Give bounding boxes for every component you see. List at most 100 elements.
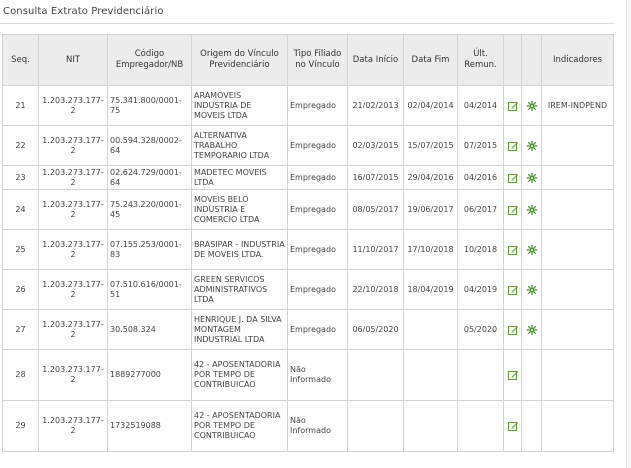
- cell-inicio: [348, 350, 404, 401]
- cell-indicadores: [542, 310, 614, 350]
- cell-tipo: Empregado: [288, 270, 348, 310]
- cell-inicio: 11/10/2017: [348, 230, 404, 270]
- cell-detail: [522, 166, 542, 190]
- cell-nit: 1.203.273.177-2: [39, 190, 108, 230]
- cell-seq: 29: [3, 401, 39, 452]
- cell-indicadores: [542, 401, 614, 452]
- cell-nit: 1.203.273.177-2: [39, 401, 108, 452]
- cell-indicadores: [542, 190, 614, 230]
- detail-icon[interactable]: [526, 100, 538, 112]
- detail-icon[interactable]: [526, 172, 538, 184]
- cell-nit: 1.203.273.177-2: [39, 270, 108, 310]
- detail-icon[interactable]: [526, 324, 538, 336]
- detail-icon[interactable]: [526, 284, 538, 296]
- cell-fim: 29/04/2016: [404, 166, 458, 190]
- cell-seq: 26: [3, 270, 39, 310]
- cell-indicadores: [542, 126, 614, 166]
- cell-fim: 15/07/2015: [404, 126, 458, 166]
- cell-origem: 42 - APOSENTADORIA POR TEMPO DE CONTRIBU…: [192, 401, 288, 452]
- header-origem: Origem do Vínculo Previdenciário: [192, 35, 288, 86]
- cell-tipo: Empregado: [288, 166, 348, 190]
- cell-origem: 42 - APOSENTADORIA POR TEMPO DE CONTRIBU…: [192, 350, 288, 401]
- edit-icon[interactable]: [507, 140, 519, 152]
- cell-fim: 02/04/2014: [404, 86, 458, 126]
- edit-icon[interactable]: [507, 100, 519, 112]
- scrollbar[interactable]: [626, 0, 631, 468]
- edit-icon[interactable]: [507, 244, 519, 256]
- header-remun: Últ. Remun.: [458, 35, 504, 86]
- detail-icon[interactable]: [526, 204, 538, 216]
- edit-icon[interactable]: [507, 420, 519, 432]
- cell-origem: BRASIPAR - INDUSTRIA DE MOVEIS LTDA.: [192, 230, 288, 270]
- cell-codigo: 00.594.328/0002-64: [108, 126, 192, 166]
- header-tipo: Tipo Filiado no Vínculo: [288, 35, 348, 86]
- cell-inicio: 21/02/2013: [348, 86, 404, 126]
- cell-edit: [504, 350, 522, 401]
- table-row: 23 1.203.273.177-2 02.624.729/0001-64 MADET…: [3, 166, 614, 190]
- table-row: 26 1.203.273.177-2 07.510.616/0001-51 GREEN…: [3, 270, 614, 310]
- cell-detail: [522, 86, 542, 126]
- cell-inicio: 16/07/2015: [348, 166, 404, 190]
- edit-icon[interactable]: [507, 172, 519, 184]
- cell-tipo: Empregado: [288, 86, 348, 126]
- header-indicadores: Indicadores: [542, 35, 614, 86]
- header-detail-col: [522, 35, 542, 86]
- detail-icon[interactable]: [526, 140, 538, 152]
- cell-seq: 23: [3, 166, 39, 190]
- cell-inicio: 02/03/2015: [348, 126, 404, 166]
- cell-fim: [404, 350, 458, 401]
- cell-edit: [504, 86, 522, 126]
- header-nit: NIT: [39, 35, 108, 86]
- title-divider: [0, 23, 614, 24]
- cell-origem: GREEN SERVICOS ADMINISTRATIVOS LTDA: [192, 270, 288, 310]
- cell-codigo: 07.510.616/0001-51: [108, 270, 192, 310]
- page-title: Consulta Extrato Previdenciário: [3, 6, 164, 17]
- detail-icon[interactable]: [526, 244, 538, 256]
- table-row: 22 1.203.273.177-2 00.594.328/0002-64 ALTER…: [3, 126, 614, 166]
- cell-remun: 04/2019: [458, 270, 504, 310]
- cell-remun: 10/2018: [458, 230, 504, 270]
- cell-fim: 19/06/2017: [404, 190, 458, 230]
- cell-origem: MOVEIS BELO INDUSTRIA E COMERCIO LTDA: [192, 190, 288, 230]
- cell-remun: 04/2016: [458, 166, 504, 190]
- cell-seq: 27: [3, 310, 39, 350]
- table-row: 29 1.203.273.177-2 1732519088 42 - APOSENTA…: [3, 401, 614, 452]
- cell-seq: 25: [3, 230, 39, 270]
- cell-seq: 21: [3, 86, 39, 126]
- cell-detail: [522, 190, 542, 230]
- cell-indicadores: [542, 230, 614, 270]
- cell-codigo: 75.341.800/0001-75: [108, 86, 192, 126]
- cell-detail: [522, 270, 542, 310]
- cell-tipo: Não Informado: [288, 401, 348, 452]
- cell-fim: 17/10/2018: [404, 230, 458, 270]
- cell-fim: [404, 401, 458, 452]
- cell-remun: [458, 401, 504, 452]
- table-row: 25 1.203.273.177-2 07.155.253/0001-83 BRASI…: [3, 230, 614, 270]
- cell-remun: 04/2014: [458, 86, 504, 126]
- table-row: 27 1.203.273.177-2 30.508.324 HENRIQUE J. D…: [3, 310, 614, 350]
- cell-nit: 1.203.273.177-2: [39, 230, 108, 270]
- header-seq: Seq.: [3, 35, 39, 86]
- edit-icon[interactable]: [507, 324, 519, 336]
- extrato-table: Seq. NIT Código Empregador/NB Origem do …: [2, 34, 614, 452]
- edit-icon[interactable]: [507, 284, 519, 296]
- cell-seq: 28: [3, 350, 39, 401]
- cell-tipo: Empregado: [288, 310, 348, 350]
- cell-tipo: Não Informado: [288, 350, 348, 401]
- edit-icon[interactable]: [507, 204, 519, 216]
- cell-indicadores: [542, 350, 614, 401]
- header-edit-col: [504, 35, 522, 86]
- cell-codigo: 02.624.729/0001-64: [108, 166, 192, 190]
- cell-origem: HENRIQUE J. DA SILVA MONTAGEM INDUSTRIAL…: [192, 310, 288, 350]
- table-row: 28 1.203.273.177-2 1889277000 42 - APOSENTA…: [3, 350, 614, 401]
- cell-detail: [522, 401, 542, 452]
- cell-indicadores: [542, 166, 614, 190]
- edit-icon[interactable]: [507, 369, 519, 381]
- cell-inicio: 22/10/2018: [348, 270, 404, 310]
- cell-remun: [458, 350, 504, 401]
- cell-indicadores: IREM-INDPEND: [542, 86, 614, 126]
- cell-origem: MADETEC MOVEIS LTDA: [192, 166, 288, 190]
- cell-indicadores: [542, 270, 614, 310]
- cell-nit: 1.203.273.177-2: [39, 350, 108, 401]
- cell-origem: ALTERNATIVA TRABALHO TEMPORARIO LTDA: [192, 126, 288, 166]
